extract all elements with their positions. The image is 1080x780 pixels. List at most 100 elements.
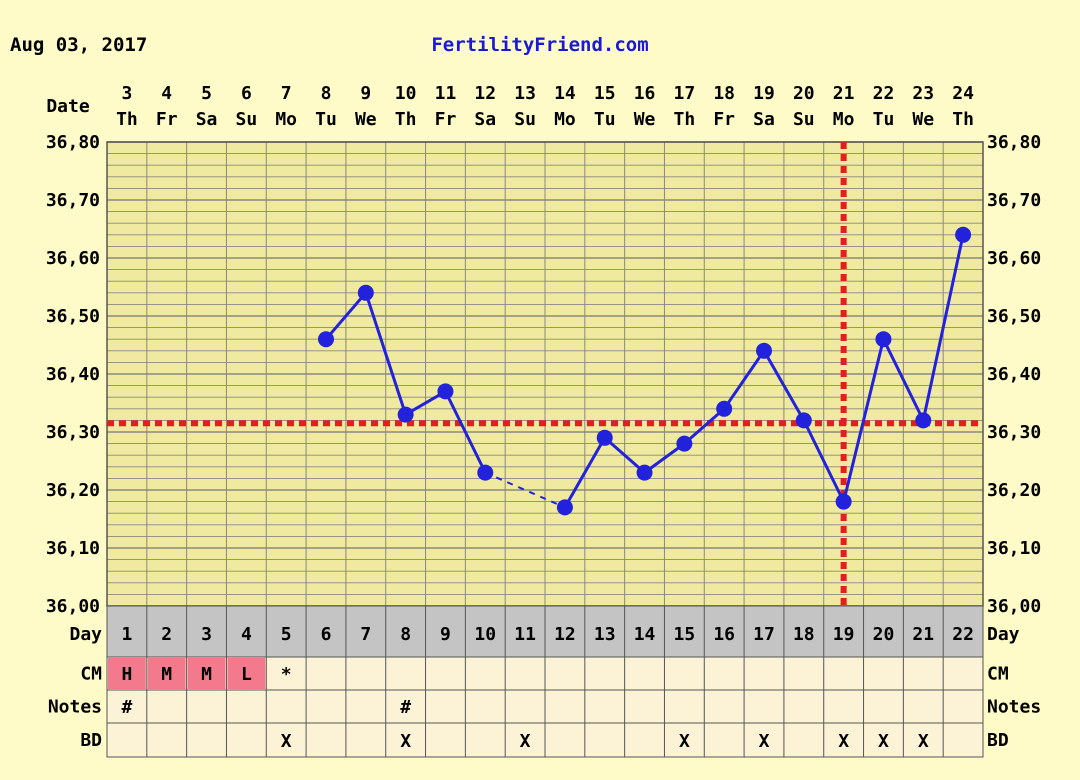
temperature-point [318, 331, 334, 348]
weekday-tick-label: Su [793, 109, 815, 130]
temperature-line-segment [683, 407, 726, 445]
cycle-day-number: 7 [360, 624, 371, 645]
y-tick-label-right: 36,70 [987, 190, 1041, 211]
temperature-point [875, 331, 892, 348]
y-tick-label-right: 36,10 [987, 538, 1041, 559]
cycle-day-number: 4 [241, 624, 252, 645]
temperature-line-segment [643, 442, 686, 474]
cycle-day-number: 3 [201, 624, 212, 645]
weekday-tick-label: We [912, 109, 934, 130]
weekday-tick-label: We [634, 109, 656, 130]
temperature-point [596, 429, 613, 446]
weekday-tick-label: Fr [435, 109, 457, 130]
notes-row-label-left: Notes [48, 697, 102, 718]
temperature-line-segment [921, 234, 965, 421]
cycle-day-number: 15 [674, 624, 696, 645]
weekday-tick-label: Fr [713, 109, 735, 130]
bd-entry: X [679, 731, 690, 752]
weekday-tick-label: Su [236, 109, 258, 130]
day-row-label-right: Day [987, 624, 1020, 645]
y-tick-label-right: 36,60 [987, 248, 1041, 269]
date-tick-label: 20 [793, 83, 815, 104]
cm-entry: * [281, 664, 292, 685]
cycle-day-number: 18 [793, 624, 815, 645]
cycle-day-number: 1 [121, 624, 132, 645]
temperature-point [437, 383, 454, 400]
y-tick-label-left: 36,60 [46, 248, 100, 269]
temperature-line-segment [603, 436, 646, 474]
axis-labels: 3 Th 4 Fr 5 Sa 6 Su 7 Mo 8 Tu 9 We 10 Th 11 Fr 12 Sa 13 Su 14 M… [46, 83, 1041, 617]
date-stamp: Aug 03, 2017 [10, 34, 147, 56]
weekday-tick-label: We [355, 109, 377, 130]
cycle-day-number: 13 [594, 624, 616, 645]
bd-entry: X [400, 731, 411, 752]
weekday-tick-label: Su [514, 109, 536, 130]
temperature-point [676, 435, 693, 452]
cycle-day-number: 17 [753, 624, 775, 645]
cm-entry: M [161, 664, 172, 685]
weekday-tick-label: Sa [753, 109, 775, 130]
temperature-line-segment [842, 338, 885, 502]
day-row-label-left: Day [69, 624, 102, 645]
y-tick-label-left: 36,50 [46, 306, 100, 327]
date-tick-label: 24 [952, 83, 974, 104]
cycle-day-number: 2 [161, 624, 172, 645]
plot-area [106, 141, 984, 607]
bd-entry: X [918, 731, 929, 752]
y-tick-label-right: 36,40 [987, 364, 1041, 385]
temperature-point [556, 499, 573, 516]
date-tick-label: 12 [474, 83, 496, 104]
cycle-day-number: 16 [713, 624, 735, 645]
cm-highlight [147, 658, 186, 689]
cycle-day-number: 11 [514, 624, 536, 645]
temperature-line-segment [762, 350, 806, 422]
cycle-day-number: 14 [634, 624, 656, 645]
weekday-tick-label: Tu [873, 109, 895, 130]
weekday-tick-label: Th [395, 109, 417, 130]
date-tick-label: 16 [634, 83, 656, 104]
temperature-series [318, 226, 972, 516]
site-name[interactable]: FertilityFriend.com [431, 34, 648, 56]
date-tick-label: 7 [281, 83, 292, 104]
bd-entry: X [878, 731, 889, 752]
date-tick-label: 22 [873, 83, 895, 104]
date-tick-label: 23 [912, 83, 934, 104]
cycle-day-number: 21 [912, 624, 934, 645]
y-tick-label-left: 36,10 [46, 538, 100, 559]
weekday-tick-label: Th [674, 109, 696, 130]
y-tick-label-left: 36,30 [46, 422, 100, 443]
y-tick-label-left: 36,70 [46, 190, 100, 211]
temperature-line-segment [364, 292, 408, 416]
temperature-line-segment [802, 419, 845, 503]
temperature-line-segment [324, 291, 367, 341]
date-tick-label: 21 [833, 83, 855, 104]
notes-entry: # [400, 697, 411, 718]
bd-row-label-right: BD [987, 730, 1009, 751]
weekday-tick-label: Mo [275, 109, 297, 130]
date-row-label: Date [46, 96, 90, 117]
temperature-point [756, 342, 772, 359]
date-tick-label: 6 [241, 83, 252, 104]
weekday-tick-label: Mo [833, 109, 855, 130]
weekday-tick-label: Fr [156, 109, 178, 130]
weekday-tick-label: Tu [315, 109, 337, 130]
temperature-line-segment [882, 338, 925, 422]
y-tick-label-left: 36,00 [46, 596, 100, 617]
temperature-point [955, 226, 972, 243]
date-tick-label: 13 [514, 83, 536, 104]
cm-highlight [187, 658, 226, 689]
bd-entry: X [759, 731, 770, 752]
cycle-day-number: 6 [321, 624, 332, 645]
y-tick-label-right: 36,30 [987, 422, 1041, 443]
cycle-day-number: 9 [440, 624, 451, 645]
bd-entry: X [520, 731, 531, 752]
date-tick-label: 15 [594, 83, 616, 104]
temperature-line-segment [722, 349, 766, 410]
cycle-day-number: 10 [474, 624, 496, 645]
temperature-gap-segment [484, 471, 566, 509]
notes-row-label-right: Notes [987, 697, 1041, 718]
y-tick-label-left: 36,20 [46, 480, 100, 501]
y-tick-label-right: 36,00 [987, 596, 1041, 617]
cycle-day-number: 12 [554, 624, 576, 645]
